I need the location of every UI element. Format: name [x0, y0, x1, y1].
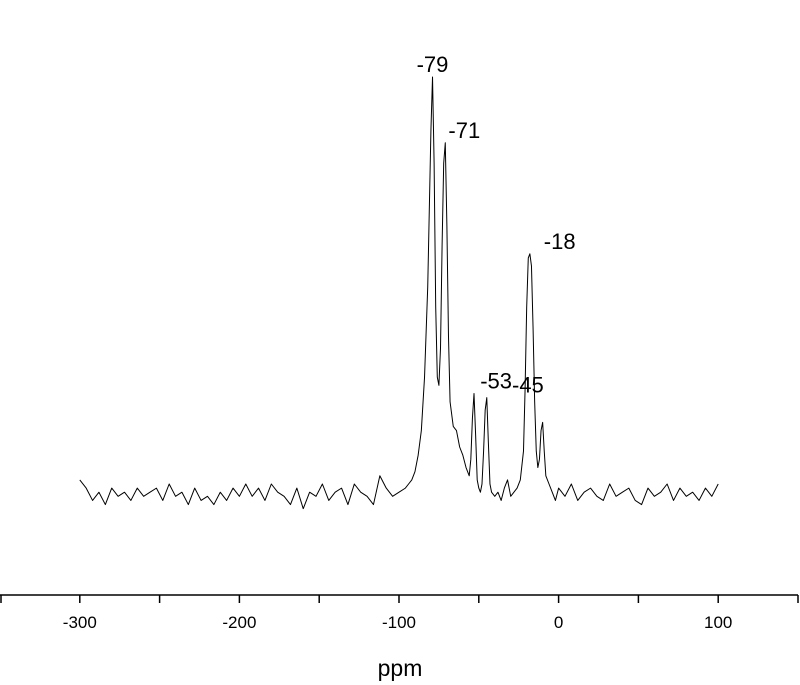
- x-axis-label: ppm: [378, 655, 423, 681]
- x-tick-label: -300: [63, 613, 97, 632]
- peak-label: -79: [417, 52, 449, 77]
- peak-label: -18: [544, 229, 576, 254]
- x-tick-label: -200: [222, 613, 256, 632]
- x-tick-label: -100: [382, 613, 416, 632]
- x-tick-label: 0: [554, 613, 563, 632]
- peak-label: -53: [480, 369, 512, 394]
- x-tick-label: 100: [704, 613, 732, 632]
- spectrum-line: [79, 76, 719, 510]
- peak-label: -71: [448, 118, 480, 143]
- peak-label: -45: [512, 373, 544, 398]
